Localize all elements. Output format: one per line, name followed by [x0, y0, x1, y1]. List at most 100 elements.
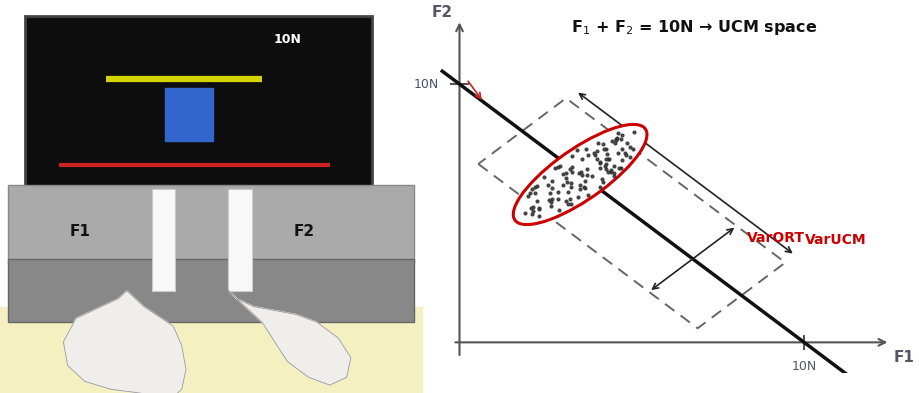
Point [622, 153, 637, 160]
Point [570, 147, 584, 153]
Point [593, 160, 607, 166]
Point [599, 146, 614, 152]
Text: F1: F1 [893, 350, 914, 365]
Point [619, 140, 634, 146]
Point [623, 143, 638, 150]
Point [578, 178, 593, 184]
Point [611, 150, 626, 156]
Point [605, 138, 619, 144]
Point [587, 150, 602, 156]
Point [618, 150, 632, 156]
Point [543, 190, 558, 196]
Point [524, 205, 539, 211]
Point [595, 176, 609, 182]
Point [604, 167, 618, 173]
Point [532, 205, 547, 211]
Text: VarORT: VarORT [747, 231, 805, 245]
Point [609, 135, 624, 141]
Point [545, 185, 560, 191]
Point [573, 169, 588, 175]
Bar [153, 189, 176, 291]
Point [542, 196, 557, 203]
Point [615, 146, 630, 152]
Point [559, 175, 573, 182]
Point [593, 165, 607, 171]
Bar [0, 307, 423, 393]
Point [529, 198, 544, 205]
Point [525, 211, 539, 217]
Point [614, 157, 629, 163]
Point [532, 213, 547, 219]
Point [564, 180, 579, 186]
Ellipse shape [514, 125, 647, 224]
Text: 10N: 10N [791, 360, 817, 373]
Point [537, 174, 551, 180]
Point [559, 198, 573, 204]
Point [574, 172, 589, 178]
Point [604, 169, 618, 175]
Point [608, 136, 623, 142]
Point [607, 140, 622, 146]
Point [570, 194, 584, 200]
Point [598, 165, 613, 172]
Point [610, 130, 625, 136]
Point [517, 210, 532, 216]
Point [627, 129, 641, 136]
Point [597, 145, 612, 152]
Point [598, 163, 613, 169]
Point [564, 201, 579, 207]
Point [525, 208, 539, 214]
Point [526, 204, 540, 210]
Point [572, 170, 586, 176]
Text: F$_1$ + F$_2$ = 10N → UCM space: F$_1$ + F$_2$ = 10N → UCM space [571, 18, 817, 37]
Point [552, 207, 567, 213]
Point [531, 206, 546, 212]
Point [574, 156, 589, 163]
Point [607, 173, 621, 179]
Bar [228, 189, 252, 291]
Point [573, 182, 588, 188]
Text: F2: F2 [432, 5, 453, 20]
Point [550, 189, 565, 195]
Point [530, 183, 545, 189]
Point [598, 160, 613, 167]
Point [562, 195, 577, 202]
Point [550, 164, 565, 170]
Point [581, 152, 596, 158]
Point [560, 179, 574, 185]
Point [576, 184, 591, 190]
Point [545, 178, 560, 184]
Point [563, 184, 578, 190]
Point [544, 202, 559, 209]
Point [580, 166, 595, 172]
Point [596, 179, 610, 185]
Point [523, 189, 538, 196]
Point [593, 184, 607, 190]
Point [580, 192, 595, 198]
Point [528, 184, 542, 190]
Point [607, 162, 621, 169]
Point [550, 196, 565, 202]
Point [590, 148, 605, 154]
Point [580, 172, 595, 178]
Text: F2: F2 [294, 224, 315, 239]
Point [564, 169, 579, 175]
Point [592, 159, 607, 165]
Point [613, 165, 628, 171]
Point [556, 171, 571, 177]
Point [614, 136, 629, 143]
Point [559, 170, 573, 176]
Polygon shape [63, 291, 186, 393]
Text: F1: F1 [70, 224, 91, 239]
Point [561, 189, 575, 195]
Point [553, 163, 568, 169]
Point [573, 186, 587, 192]
Point [561, 200, 575, 207]
Point [608, 137, 623, 143]
Point [556, 182, 571, 189]
Point [579, 146, 594, 152]
Point [626, 146, 641, 152]
Bar [165, 88, 213, 141]
Point [584, 173, 599, 180]
Point [612, 165, 627, 171]
